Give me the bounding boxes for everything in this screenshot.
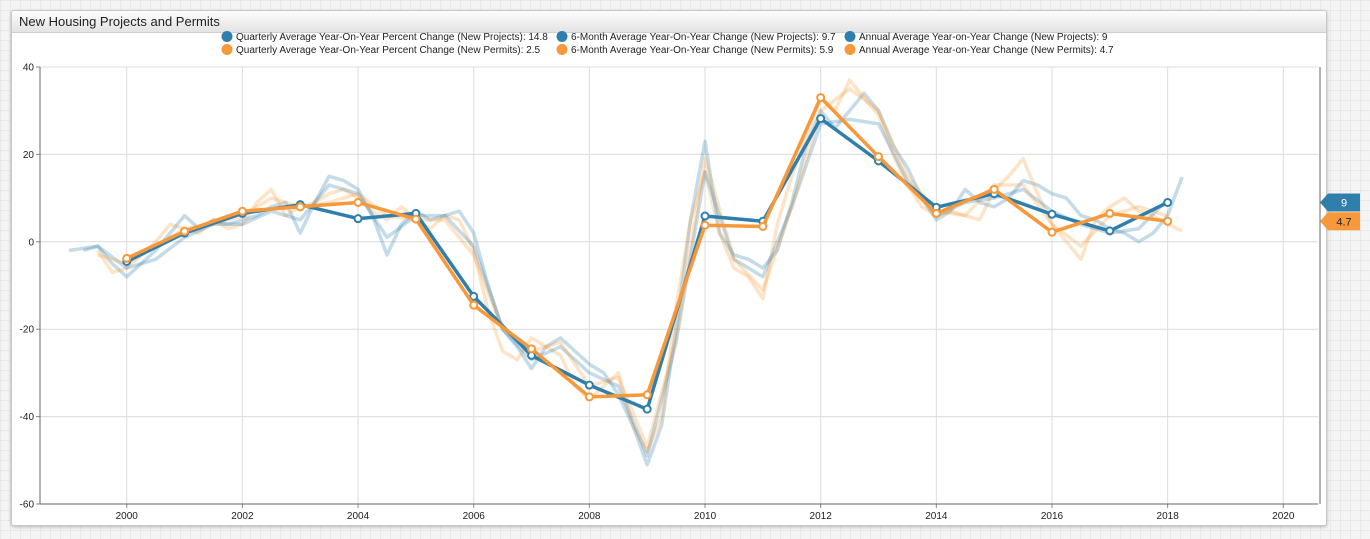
series-3 (68, 117, 1169, 458)
legend-label: 6-Month Average Year-On-Year Change (New… (571, 45, 834, 56)
data-point (700, 211, 710, 221)
data-point (642, 404, 652, 414)
legend-item: 6-Month Average Year-On-Year Change (New… (556, 44, 834, 56)
legend-label: Quarterly Average Year-On-Year Percent C… (236, 32, 548, 43)
legend-marker (556, 44, 568, 55)
panel-title: New Housing Projects and Permits (19, 14, 220, 29)
data-point (180, 226, 190, 236)
series-line (68, 117, 1169, 458)
series-6 (122, 93, 1173, 402)
data-point (353, 214, 363, 224)
x-tick-label: 2010 (694, 511, 717, 522)
data-point (584, 392, 594, 402)
data-point (1163, 197, 1173, 207)
y-tick-label: 40 (23, 63, 35, 74)
x-tick-label: 2004 (347, 511, 370, 522)
legend-item: Annual Average Year-on-Year Change (New … (844, 31, 1108, 43)
series-line (96, 78, 1183, 454)
end-value-flag-shape (1320, 212, 1360, 231)
legend-marker (221, 31, 233, 42)
data-point (237, 206, 247, 216)
y-tick-label: 0 (28, 237, 34, 248)
x-tick-label: 2000 (116, 511, 139, 522)
data-point (295, 202, 305, 212)
legend-label: Quarterly Average Year-On-Year Percent C… (236, 45, 540, 56)
series-2 (96, 78, 1183, 454)
data-point (411, 214, 421, 224)
end-value-label: 4.7 (1336, 216, 1351, 228)
end-value-flag: 9 (1320, 193, 1360, 212)
data-point (989, 184, 999, 194)
y-tick-label: 20 (23, 150, 35, 161)
data-point (469, 300, 479, 310)
legend-marker (556, 31, 568, 42)
data-point (469, 291, 479, 301)
x-tick-label: 2012 (810, 511, 833, 522)
data-point (527, 344, 537, 354)
data-point (816, 93, 826, 103)
y-tick-label: -60 (20, 500, 35, 511)
legend-label: Annual Average Year-on-Year Change (New … (859, 32, 1108, 43)
legend-item: Quarterly Average Year-On-Year Percent C… (221, 44, 540, 56)
legend-item: 6-Month Average Year-On-Year Change (New… (556, 31, 836, 43)
panel-header: New Housing Projects and Permits (12, 11, 1326, 33)
legend-marker (221, 44, 233, 55)
legend-label: 6-Month Average Year-On-Year Change (New… (571, 32, 836, 43)
data-point (1047, 209, 1057, 219)
data-point (931, 208, 941, 218)
y-tick-label: -40 (20, 412, 35, 423)
data-point (758, 222, 768, 232)
data-point (642, 390, 652, 400)
y-tick-label: -20 (20, 325, 35, 336)
data-point (1047, 227, 1057, 237)
x-tick-label: 2008 (578, 511, 601, 522)
end-value-flag-shape (1320, 193, 1360, 212)
legend-label: Annual Average Year-on-Year Change (New … (859, 45, 1114, 56)
data-point (816, 114, 826, 124)
data-point (700, 220, 710, 230)
data-point (1105, 208, 1115, 218)
end-value-flag: 4.7 (1320, 212, 1360, 231)
data-point (584, 380, 594, 390)
data-point (1163, 216, 1173, 226)
data-point (1105, 226, 1115, 236)
legend-marker (844, 31, 856, 42)
x-tick-label: 2016 (1041, 511, 1064, 522)
legend-item: Quarterly Average Year-On-Year Percent C… (221, 31, 548, 43)
legend-item: Annual Average Year-on-Year Change (New … (844, 44, 1114, 56)
plot-area (40, 67, 1318, 504)
legend-marker (844, 44, 856, 55)
x-tick-label: 2018 (1157, 511, 1180, 522)
data-point (122, 253, 132, 263)
data-point (874, 152, 884, 162)
x-tick-label: 2014 (925, 511, 948, 522)
x-tick-label: 2006 (463, 511, 486, 522)
x-tick-label: 2020 (1272, 511, 1295, 522)
x-tick-label: 2002 (231, 511, 254, 522)
data-point (353, 197, 363, 207)
end-value-label: 9 (1341, 197, 1347, 209)
